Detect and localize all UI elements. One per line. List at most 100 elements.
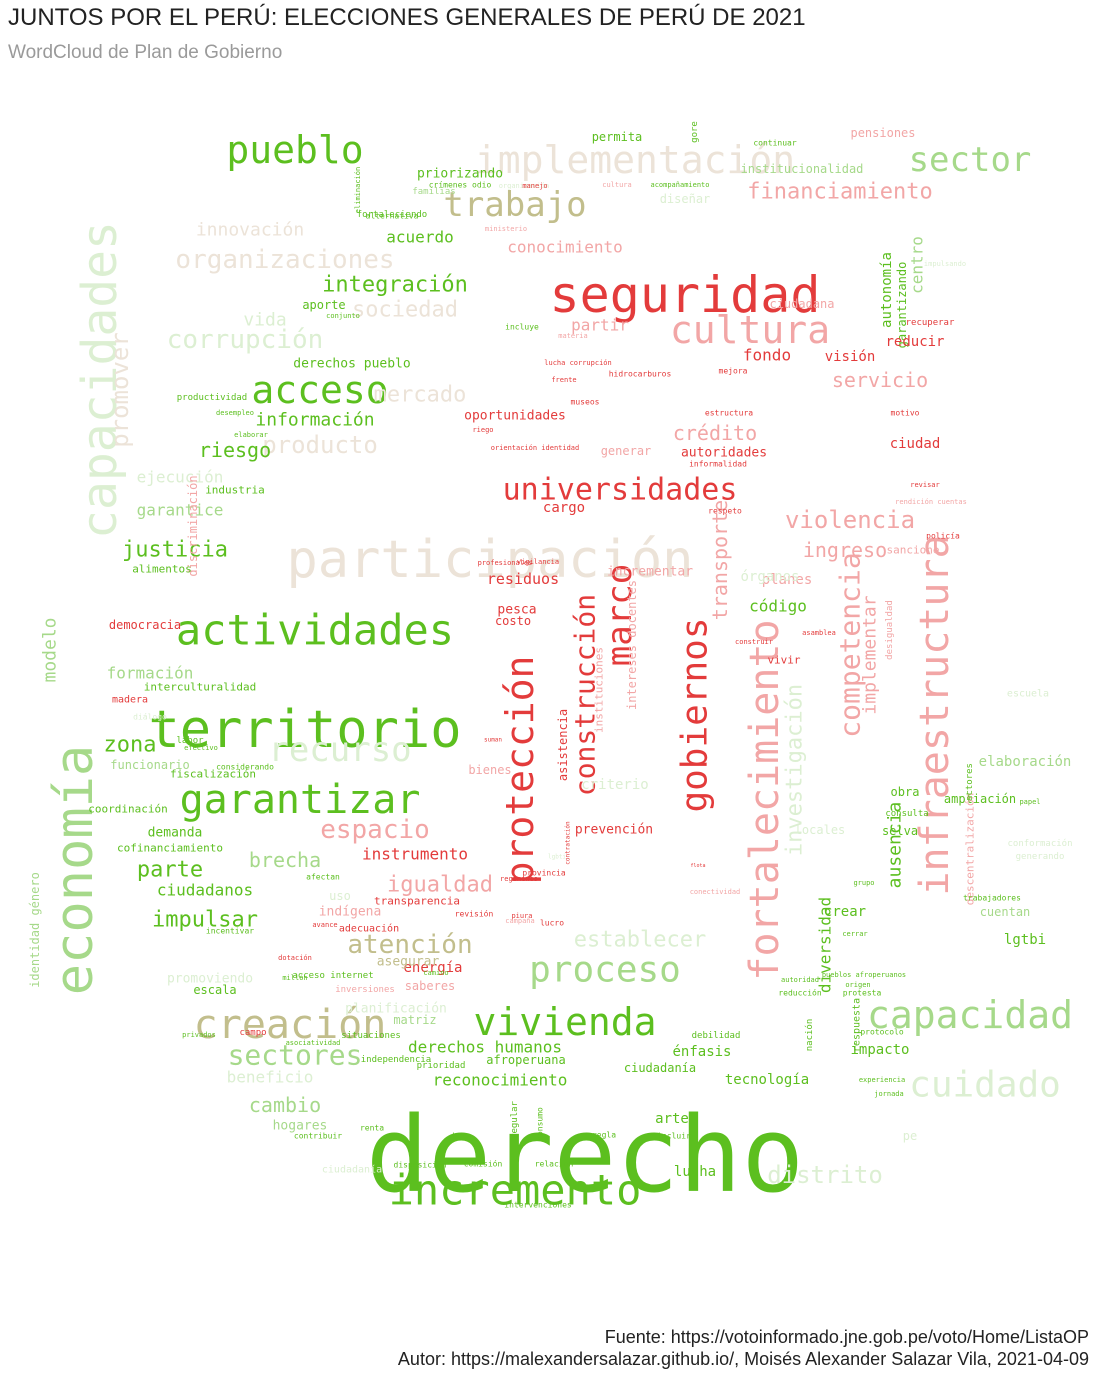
word-238: uso <box>329 889 351 903</box>
word-92: lgtbi <box>1004 932 1046 948</box>
word-220: materia <box>558 332 588 340</box>
caption-source: Fuente: https://votoinformado.jne.gob.pe… <box>604 1327 1089 1347</box>
word-222: orientación identidad <box>491 444 580 452</box>
word-70: ciudad <box>890 436 941 452</box>
word-176: descentralización <box>964 793 977 906</box>
word-214: eliminación <box>354 167 362 213</box>
word-96: selva <box>882 824 918 838</box>
word-148: comisión <box>464 1159 503 1169</box>
word-138: adecuación <box>339 923 399 935</box>
word-141: inversiones <box>335 985 395 995</box>
word-9: gobiernos <box>675 617 716 812</box>
word-93: elaboración <box>979 754 1072 770</box>
word-12: garantizar <box>180 777 421 823</box>
word-195: contribuir <box>294 1132 342 1141</box>
word-1: participación <box>287 530 694 590</box>
word-73: vida <box>243 310 286 331</box>
word-242: escuela <box>1007 689 1049 700</box>
word-145: debilidad <box>692 1031 741 1041</box>
word-169: motivo <box>891 409 920 418</box>
word-135: generar <box>601 444 652 458</box>
word-57: implementar <box>860 595 881 714</box>
word-31: producto <box>262 431 378 459</box>
word-150: incentivar <box>206 927 254 936</box>
word-27: promover <box>106 332 134 448</box>
word-205: avance <box>312 921 337 929</box>
word-146: regular <box>510 1100 520 1139</box>
word-86: arte <box>655 1111 689 1127</box>
word-167: mejora <box>719 367 748 376</box>
word-91: cuentan <box>980 905 1031 919</box>
word-155: alternativa <box>366 212 419 221</box>
word-29: competencia <box>834 552 867 737</box>
word-216: conjunto <box>326 312 360 320</box>
word-196: renta <box>360 1124 384 1133</box>
word-199: relación <box>535 1159 574 1169</box>
word-181: protocolo <box>860 1028 904 1037</box>
word-228: contratación <box>565 821 572 865</box>
word-18: cuidado <box>909 1065 1061 1106</box>
word-149: intervenciones <box>504 1201 572 1210</box>
word-153: continuar <box>753 139 797 148</box>
word-123: ciudadanía <box>624 1061 696 1075</box>
word-201: camino <box>423 969 448 977</box>
word-39: atención <box>347 930 472 960</box>
word-131: derechos pueblo <box>293 357 410 372</box>
word-15: pueblo <box>226 128 363 172</box>
word-64: conocimiento <box>507 238 623 257</box>
word-183: jornada <box>874 1090 904 1098</box>
word-88: impacto <box>850 1042 909 1058</box>
word-21: marco <box>600 564 640 666</box>
word-177: respuesta <box>852 998 863 1052</box>
word-200: acceso internet <box>292 971 373 981</box>
word-144: prioridad <box>417 1061 466 1071</box>
word-44: igualdad <box>387 873 493 898</box>
word-97: código <box>749 597 807 616</box>
word-102: oportunidades <box>464 409 566 424</box>
word-7: infraestructura <box>912 534 958 895</box>
word-194: regla <box>592 1131 616 1140</box>
word-136: vivir <box>767 654 800 667</box>
word-98: residuos <box>487 570 559 588</box>
word-35: violencia <box>785 506 915 534</box>
word-132: ciudadana <box>769 297 834 311</box>
word-82: hogares <box>273 1119 328 1134</box>
word-210: efectivo <box>184 744 218 752</box>
word-104: prevención <box>575 823 653 838</box>
word-219: ministerio <box>485 225 527 233</box>
word-154: crímenes odio <box>429 181 492 190</box>
word-113: alimentos <box>132 563 192 576</box>
word-130: aporte <box>302 298 345 312</box>
word-50: riesgo <box>199 438 271 462</box>
word-23: trabajo <box>443 185 586 225</box>
word-213: desempleo <box>216 409 254 417</box>
word-178: nación <box>804 1019 815 1052</box>
word-202: dotación <box>278 954 312 962</box>
word-63: acuerdo <box>386 228 453 247</box>
word-22: sector <box>909 140 1032 180</box>
word-115: fiscalización <box>170 768 256 781</box>
word-218: cultura <box>602 181 632 189</box>
word-41: establecer <box>574 928 706 953</box>
word-51: parte <box>137 858 203 883</box>
word-34: investigación <box>783 684 808 856</box>
word-49: justicia <box>122 538 228 563</box>
word-32: sectores <box>228 1039 363 1072</box>
word-109: asistencia <box>556 709 570 781</box>
word-84: reconocimiento <box>433 1071 568 1090</box>
word-89: énfasis <box>672 1044 731 1060</box>
word-36: mercado <box>374 383 467 408</box>
word-161: respeto <box>708 507 742 516</box>
word-245: conformación <box>1007 838 1072 849</box>
word-225: manejo <box>522 182 547 190</box>
word-108: bienes <box>468 763 511 777</box>
word-48: innovación <box>196 220 304 241</box>
word-133: incrementar <box>607 565 693 580</box>
word-140: saberes <box>405 979 456 993</box>
word-231: lucro <box>540 919 564 928</box>
word-184: trabajadores <box>963 894 1021 903</box>
word-60: modelo <box>40 617 61 682</box>
word-209: labor <box>176 736 204 746</box>
word-26: construcción <box>569 594 602 796</box>
word-164: revisión <box>455 909 494 919</box>
